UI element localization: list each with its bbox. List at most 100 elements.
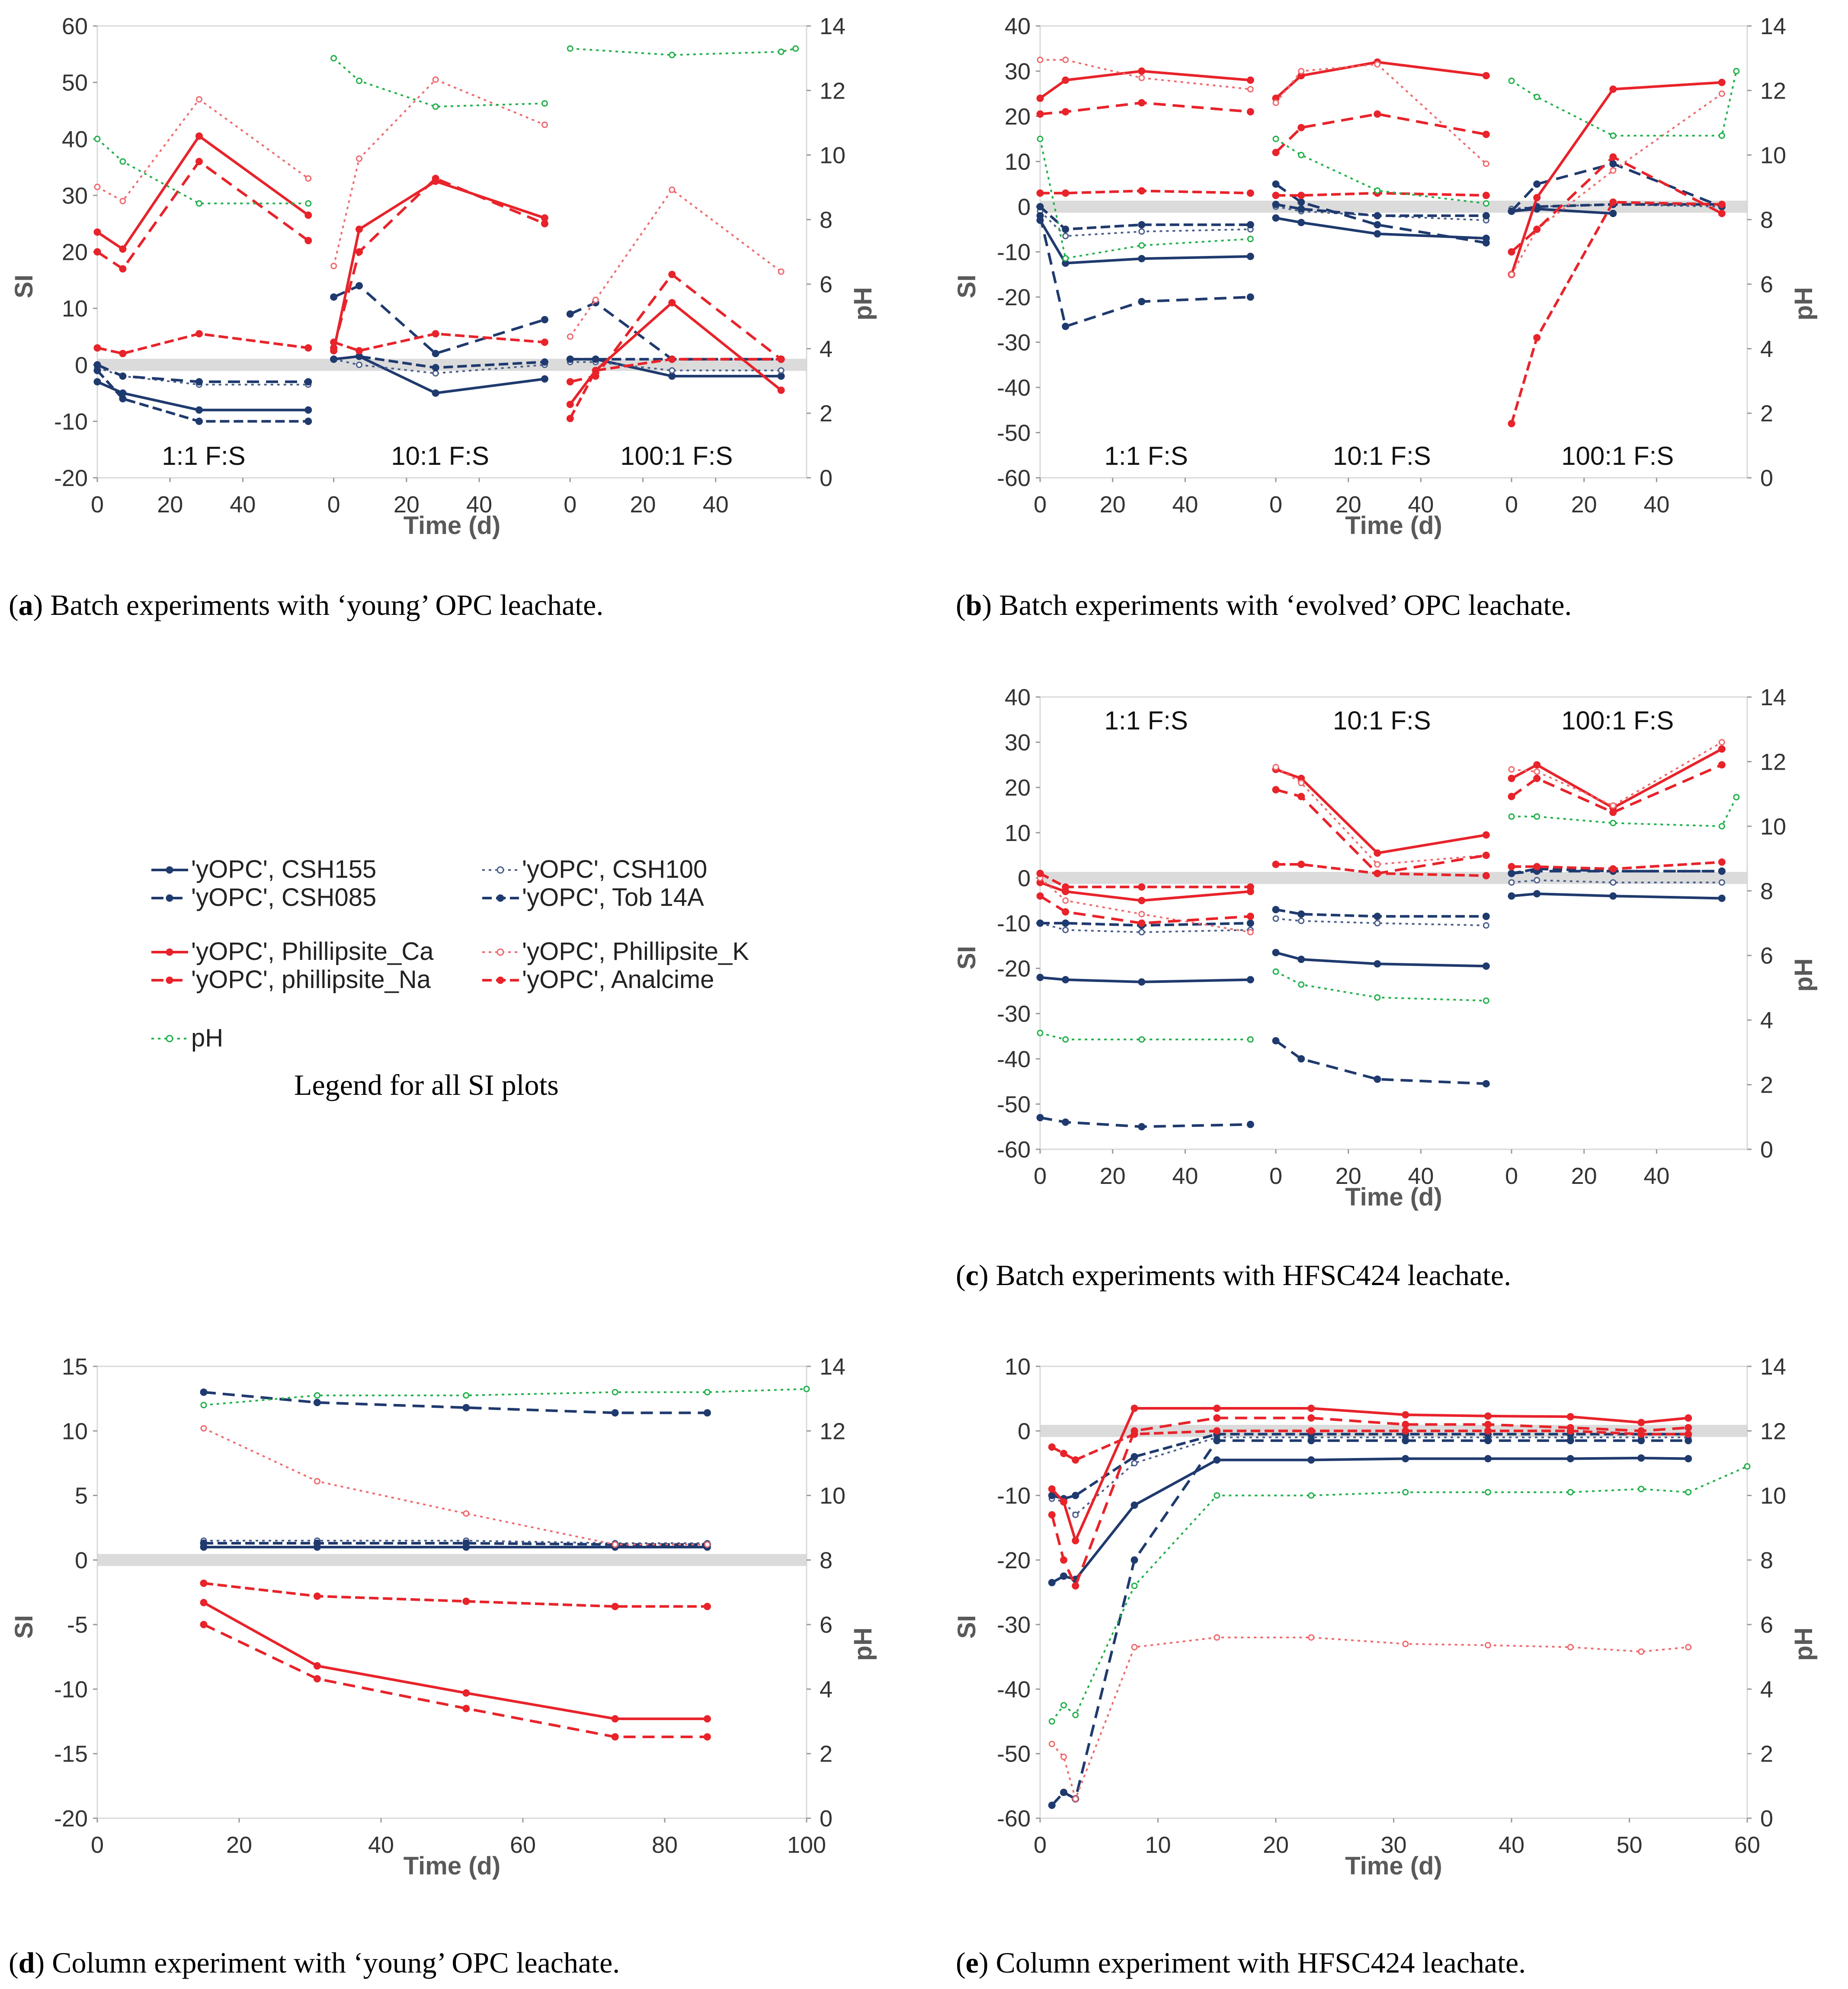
y2-tick-label: 6 (1760, 943, 1773, 969)
data-point-phk (200, 1425, 207, 1432)
data-point-csh155 (1718, 894, 1726, 902)
data-point-anal (356, 347, 363, 355)
data-point-phna (1508, 248, 1515, 256)
data-point-phk (1138, 911, 1145, 918)
x-tick-label: 60 (510, 1832, 536, 1858)
series-line-tob14a (333, 355, 545, 369)
data-point-ph (803, 1385, 810, 1392)
x-tick-label: 20 (1263, 1832, 1289, 1858)
data-point-phca (1508, 774, 1515, 782)
data-point-csh085 (703, 1409, 711, 1417)
data-point-csh155 (93, 378, 101, 386)
data-point-phna (1297, 124, 1305, 131)
data-point-csh085 (1048, 1801, 1056, 1809)
series-line-phk (1511, 93, 1723, 275)
data-point-anal (1062, 883, 1070, 891)
data-point-phk (463, 1510, 470, 1517)
data-point-phna (356, 248, 363, 256)
data-point-csh155 (777, 372, 785, 380)
data-point-phk (1610, 167, 1617, 174)
y-tick-label: -40 (997, 1676, 1031, 1702)
data-point-ph (567, 45, 573, 52)
data-point-ph (1247, 1036, 1254, 1043)
y2-axis-label: pH (1790, 287, 1818, 320)
data-point-tob14a (1062, 919, 1070, 927)
series-line-csh085 (1039, 215, 1251, 328)
data-point-phna (1246, 108, 1254, 116)
data-point-ph (1485, 1489, 1491, 1496)
data-point-phk (1247, 86, 1254, 93)
series-line-ph (96, 138, 308, 205)
data-point-phna (462, 1704, 470, 1712)
y2-tick-label: 2 (1760, 401, 1773, 427)
legend-marker (496, 948, 504, 956)
data-point-ph (1037, 1030, 1044, 1036)
y2-tick-label: 8 (1760, 207, 1773, 233)
data-point-tob14a (1272, 906, 1280, 914)
series-line-csh100 (97, 367, 308, 386)
data-point-phk (612, 1541, 618, 1548)
data-point-csh155 (1685, 1455, 1692, 1462)
data-point-csh085 (1062, 1118, 1070, 1126)
y-tick-label: 15 (62, 1354, 88, 1380)
data-point-csh155 (1272, 949, 1280, 956)
data-point-ph (1744, 1463, 1751, 1470)
data-point-phk (1610, 802, 1617, 809)
data-point-anal (1533, 334, 1541, 342)
data-point-csh100 (1072, 1511, 1079, 1518)
x-tick-label: 40 (466, 492, 492, 518)
data-point-csh155 (1036, 974, 1044, 982)
data-point-anal (1138, 883, 1146, 891)
data-point-phk (1308, 1634, 1315, 1641)
data-point-csh155 (1609, 210, 1617, 217)
data-point-phna (611, 1733, 619, 1741)
data-point-anal (592, 367, 599, 374)
series-line-phna (1051, 1417, 1689, 1587)
series-line-phca (332, 180, 545, 351)
x-tick-label: 20 (1336, 1163, 1361, 1189)
x-tick-label: 40 (1408, 492, 1434, 518)
y2-tick-label: 2 (820, 1741, 833, 1767)
series-line-phca (1275, 768, 1486, 854)
series-line-ph (1275, 138, 1486, 205)
y2-tick-label: 8 (1760, 1548, 1773, 1573)
data-point-anal (195, 330, 203, 338)
data-point-ph (1718, 132, 1725, 139)
y-tick-label: 10 (62, 1418, 88, 1444)
y2-tick-label: 12 (820, 1418, 846, 1444)
data-point-csh085 (1402, 1437, 1409, 1445)
segment-label: 100:1 F:S (1561, 441, 1674, 470)
data-point-phna (1138, 919, 1146, 927)
data-point-ph (195, 200, 202, 207)
series-line-anal (1039, 872, 1251, 889)
y-tick-label: -50 (997, 1741, 1031, 1767)
data-point-csh100 (1534, 877, 1541, 884)
y2-tick-label: 6 (820, 1612, 833, 1638)
x-tick-label: 40 (368, 1832, 394, 1858)
data-point-phk (1298, 68, 1305, 74)
data-point-phca (1060, 1498, 1067, 1506)
data-point-csh100 (1062, 927, 1069, 934)
series-line-csh085 (203, 1391, 708, 1414)
data-point-anal (1062, 189, 1070, 197)
data-point-phk (1131, 1644, 1138, 1650)
data-point-tob14a (304, 417, 312, 425)
data-point-phk (1374, 61, 1381, 68)
y2-tick-label: 12 (820, 78, 846, 104)
data-point-phca (1036, 94, 1044, 102)
data-point-csh155 (1307, 1456, 1315, 1464)
data-point-csh155 (1609, 892, 1617, 900)
data-point-csh085 (304, 378, 312, 386)
data-point-anal (1718, 858, 1726, 866)
data-point-csh085 (1246, 293, 1254, 301)
data-point-ph (1214, 1492, 1220, 1499)
data-point-phca (304, 211, 312, 219)
data-point-phca (1566, 1413, 1574, 1420)
data-point-csh085 (432, 350, 439, 358)
caption-a: (a) Batch experiments with ‘young’ OPC l… (9, 588, 604, 621)
chart-c: -60 -50 -40 -30 -20 -10 0 10 20 30 40 0 2 4 6 8 10 12 14 0 2… (953, 684, 1818, 1211)
data-point-csh085 (1272, 180, 1280, 188)
data-point-phna (119, 265, 127, 273)
data-point-csh155 (1374, 230, 1381, 238)
